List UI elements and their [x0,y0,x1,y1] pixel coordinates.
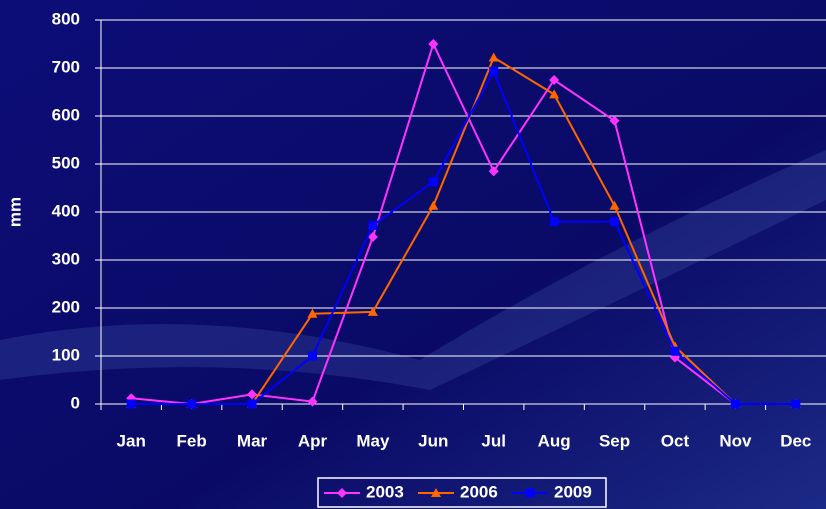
marker [731,400,740,409]
x-tick-label: Dec [780,431,811,450]
x-tick-label: May [356,431,390,450]
y-tick-label: 0 [71,393,80,412]
marker [308,352,317,361]
chart: mm 0 100 200 300 400 500 600 700 800 Jan Feb Mar Apr… [0,0,826,509]
marker [610,217,619,226]
x-tick-label: Jun [418,431,448,450]
x-tick-label: Oct [661,431,690,450]
x-tick-label: Mar [237,431,268,450]
marker [127,400,136,409]
y-tick-label: 200 [52,297,80,316]
y-tick-label: 800 [52,9,80,28]
y-tick-label: 500 [52,153,80,172]
marker [429,177,438,186]
marker [670,347,679,356]
marker [187,400,196,409]
y-tick-label: 700 [52,57,80,76]
x-tick-label: Jul [481,431,506,450]
y-tick-label: 600 [52,105,80,124]
x-tick-label: Jan [117,431,146,450]
legend-label: 2009 [554,482,592,501]
y-tick-label: 100 [52,345,80,364]
marker [791,400,800,409]
x-tick-label: Aug [538,431,571,450]
x-tick-label: Nov [719,431,752,450]
legend-label: 2006 [460,482,498,501]
page: {"chart_data": {"type": "line", "y_label… [0,0,826,509]
marker [526,489,535,498]
marker [368,221,377,230]
y-tick-label: 400 [52,201,80,220]
x-tick-label: Feb [177,431,207,450]
y-tick-label: 300 [52,249,80,268]
y-axis-label: mm [5,197,24,227]
legend-label: 2003 [366,482,404,501]
marker [248,400,257,409]
x-tick-label: Apr [298,431,328,450]
marker [489,67,498,76]
marker [550,217,559,226]
x-tick-label: Sep [599,431,630,450]
